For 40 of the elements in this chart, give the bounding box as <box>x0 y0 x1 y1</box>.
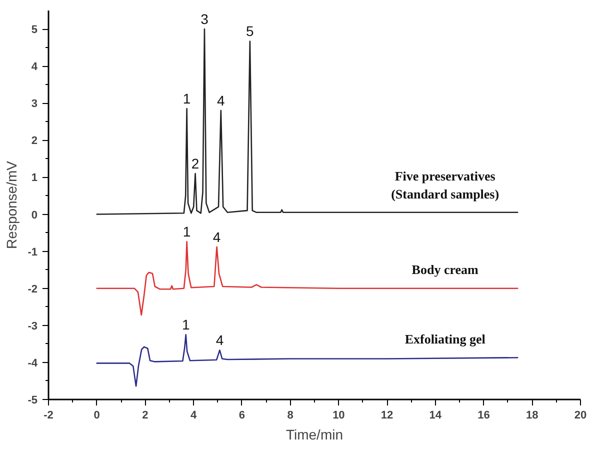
x-tick-label: 12 <box>380 410 394 422</box>
y-tick-label: 3 <box>31 98 38 110</box>
line-series <box>96 334 518 387</box>
x-tick-label: 10 <box>332 410 345 422</box>
annotation: 1 <box>182 224 191 240</box>
x-tick-label: -2 <box>44 410 54 422</box>
y-tick-label: 0 <box>31 209 38 222</box>
x-axis-title: Time/min <box>286 426 344 442</box>
y-tick-label: -1 <box>28 246 38 258</box>
annotation: 4 <box>217 92 226 109</box>
x-tick-label: 8 <box>287 410 294 422</box>
x-tick-label: 2 <box>142 410 148 422</box>
annotation: 3 <box>200 11 209 28</box>
y-tick-label: 1 <box>31 172 38 184</box>
y-tick-label: 4 <box>31 61 38 74</box>
x-tick-label: 18 <box>526 410 538 422</box>
series-label: Five preservatives (Standard samples) <box>391 168 500 202</box>
annotation: 4 <box>212 228 221 245</box>
annotation: 4 <box>216 332 224 348</box>
annotation: 5 <box>246 23 254 40</box>
x-tick-label: 4 <box>190 410 198 422</box>
series-label: Body cream <box>412 262 479 278</box>
line-series <box>96 241 518 316</box>
y-tick-label: -2 <box>28 283 38 296</box>
y-tick-label: -4 <box>28 357 38 370</box>
y-tick-label: 2 <box>31 135 38 148</box>
annotation: 2 <box>191 156 200 172</box>
x-tick-label: 20 <box>574 410 587 422</box>
x-tick-label: 6 <box>238 410 246 422</box>
x-tick-label: 14 <box>429 410 442 422</box>
annotation: 1 <box>182 316 190 333</box>
y-tick-label: -3 <box>28 320 38 332</box>
y-tick-label: 5 <box>31 24 38 36</box>
x-tick-label: 16 <box>478 410 490 422</box>
annotation: 1 <box>182 90 191 107</box>
y-tick-label: -5 <box>28 394 38 406</box>
series-label: Exfoliating gel <box>404 332 486 347</box>
line-series <box>96 28 518 215</box>
y-axis-title: Response/mV <box>4 160 20 249</box>
x-tick-label: 0 <box>94 410 100 422</box>
